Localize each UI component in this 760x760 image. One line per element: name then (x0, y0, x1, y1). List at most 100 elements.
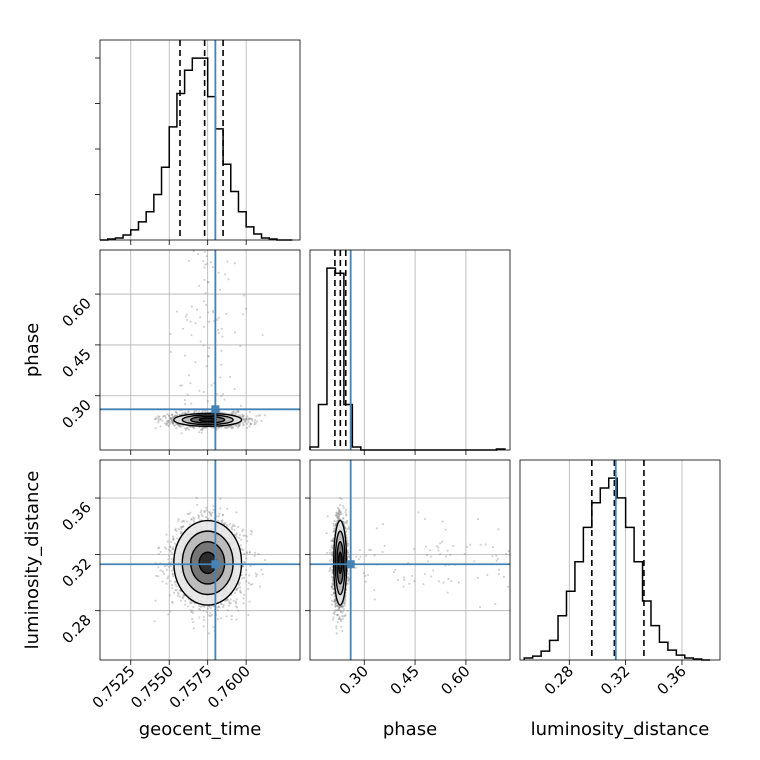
sample-point (209, 513, 213, 516)
sample-point (157, 547, 160, 550)
sample-point (191, 621, 195, 624)
sample-point (179, 424, 182, 427)
sample-point (170, 557, 173, 561)
sample-point (217, 316, 220, 319)
sample-point (198, 284, 201, 287)
sample-point (198, 604, 201, 608)
sample-point (203, 605, 206, 609)
sample-point (192, 426, 196, 430)
sample-point (177, 519, 180, 523)
sample-point (211, 511, 214, 514)
sample-point (169, 580, 172, 583)
panel-frame (99, 249, 301, 451)
sample-point (230, 424, 233, 427)
sample-point (245, 552, 248, 555)
sample-point (192, 605, 195, 609)
sample-point (238, 414, 241, 417)
sample-point (172, 537, 175, 540)
sample-point (207, 614, 211, 617)
sample-point (192, 519, 195, 522)
sample-point (184, 428, 187, 432)
sample-point (228, 600, 231, 603)
sample-point (184, 354, 187, 357)
sample-point (172, 538, 175, 542)
sample-point (206, 311, 210, 314)
sample-point (250, 417, 254, 421)
sample-point (209, 511, 212, 514)
sample-point (154, 599, 157, 602)
sample-point (221, 521, 224, 524)
sample-point (243, 418, 246, 421)
sample-point (172, 416, 175, 419)
sample-point (167, 420, 170, 423)
sample-point (196, 503, 199, 506)
sample-point (158, 415, 161, 418)
sample-point (193, 409, 196, 413)
contour-line (190, 415, 226, 424)
sample-point (220, 349, 223, 352)
sample-point (239, 589, 242, 592)
sample-point (220, 520, 223, 523)
sample-point (170, 569, 174, 572)
sample-point (235, 425, 238, 428)
sample-point (249, 564, 252, 567)
sample-point (249, 422, 252, 426)
sample-point (171, 420, 174, 424)
sample-point (216, 608, 219, 612)
sample-point (211, 426, 214, 429)
sample-point (234, 605, 237, 608)
sample-point (251, 583, 254, 586)
sample-point (242, 561, 246, 564)
sample-point (202, 344, 205, 347)
sample-point (167, 613, 170, 616)
sample-point (173, 580, 176, 583)
sample-point (235, 511, 238, 514)
sample-point (211, 311, 215, 314)
hist-step-line (523, 477, 711, 661)
sample-point (190, 610, 193, 614)
sample-point (169, 417, 173, 420)
sample-point (247, 581, 250, 585)
sample-point (228, 375, 232, 379)
hist-panel-phase (309, 249, 511, 455)
sample-point (201, 426, 204, 429)
sample-point (233, 387, 236, 391)
sample-point (236, 525, 240, 529)
sample-point (228, 523, 232, 526)
sample-point (166, 419, 169, 422)
sample-point (200, 429, 204, 432)
sample-point (259, 585, 262, 588)
sample-point (209, 261, 212, 264)
sample-point (157, 421, 160, 424)
sample-point (231, 426, 234, 429)
sample-point (212, 508, 215, 511)
sample-point (204, 426, 208, 429)
sample-point (251, 419, 254, 422)
sample-point (178, 595, 182, 598)
sample-point (173, 542, 176, 545)
sample-point (247, 420, 250, 424)
sample-point (206, 281, 209, 284)
sample-point (245, 535, 248, 538)
sample-point (177, 591, 180, 594)
sample-point (245, 568, 248, 572)
sample-point (181, 327, 185, 330)
sample-point (190, 402, 193, 405)
sample-point (158, 546, 161, 549)
sample-point (201, 410, 204, 413)
sample-point (187, 428, 190, 431)
panel-frame (519, 459, 721, 661)
sample-point (248, 551, 251, 554)
sample-point (176, 423, 179, 426)
sample-point (218, 512, 221, 515)
pair-content (100, 250, 300, 450)
sample-point (185, 427, 188, 430)
sample-point (167, 565, 171, 569)
sample-point (255, 575, 258, 578)
sample-point (233, 525, 236, 528)
sample-point (210, 384, 213, 387)
sample-point (167, 561, 171, 564)
sample-point (242, 534, 245, 537)
panel-frame (309, 249, 511, 451)
